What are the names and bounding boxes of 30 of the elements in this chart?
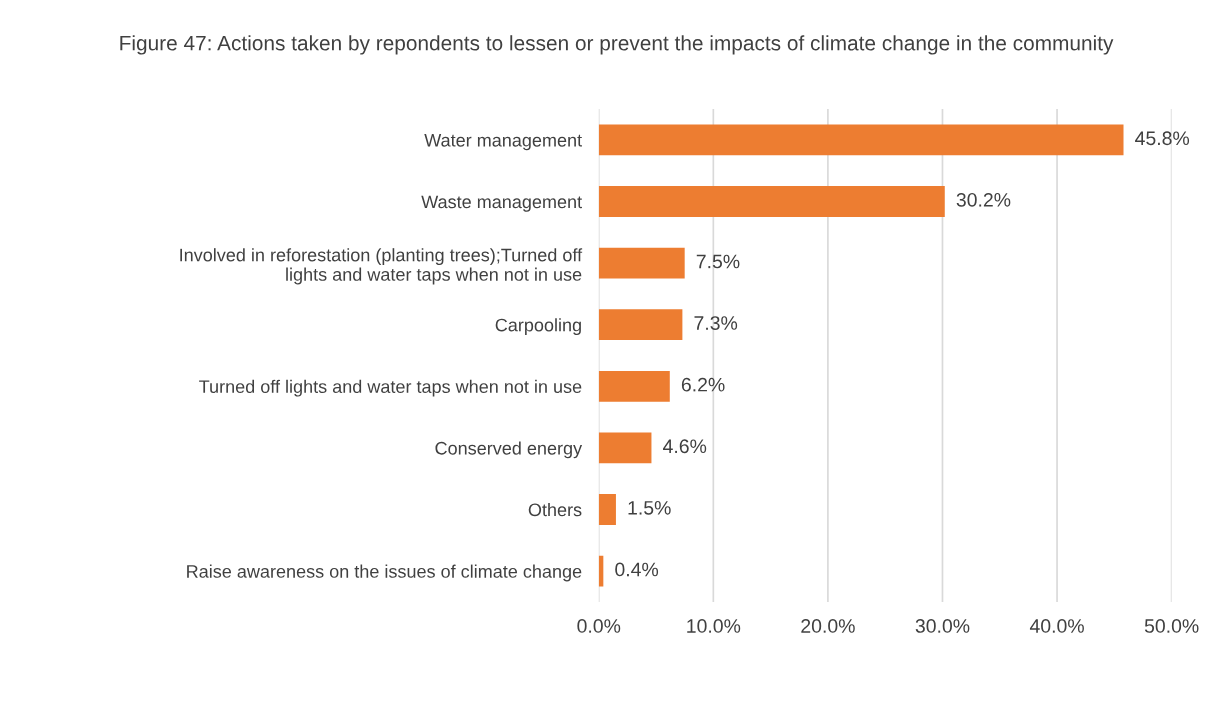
bar: [598, 494, 616, 525]
x-tick-label: 30.0%: [915, 619, 970, 633]
data-label: 0.4%: [615, 562, 659, 577]
bar: [598, 124, 1124, 156]
y-tick-label: Conserved energy: [435, 441, 583, 459]
bar: [598, 309, 683, 341]
data-label: 30.2%: [956, 192, 1011, 207]
y-tick-label: Raise awareness on the issues of climate change: [187, 564, 582, 582]
x-tick-label: 0.0%: [577, 619, 621, 633]
x-tick-label: 50.0%: [1144, 619, 1199, 633]
bar: [598, 247, 685, 279]
y-tick-label: Waste management: [421, 195, 582, 212]
data-label: 1.5%: [628, 501, 671, 515]
y-tick-label: Turned off lights and water taps when not in use: [199, 379, 582, 397]
y-tick-label: Others: [528, 502, 582, 517]
data-label: 4.6%: [663, 439, 707, 454]
data-label: 45.8%: [1135, 131, 1190, 146]
data-label: 6.2%: [681, 377, 725, 392]
y-tick-label: Water management: [424, 134, 582, 151]
bar: [598, 370, 670, 402]
chart-title: Figure 47: Actions taken by repondents to lessen or prevent the impacts of climate change in the community: [120, 35, 1114, 55]
bar: [598, 186, 945, 217]
data-label: 7.5%: [696, 254, 740, 269]
bar: [598, 432, 652, 464]
x-tick-label: 10.0%: [687, 619, 741, 633]
data-label: 7.3%: [694, 316, 738, 330]
x-tick-label: 20.0%: [801, 619, 855, 633]
y-tick-label: Carpooling: [495, 318, 581, 336]
x-tick-label: 40.0%: [1029, 619, 1084, 633]
y-tick-label: Involved in reforestation (planting trees);Turned off lights and water taps when not in use: [180, 248, 583, 285]
